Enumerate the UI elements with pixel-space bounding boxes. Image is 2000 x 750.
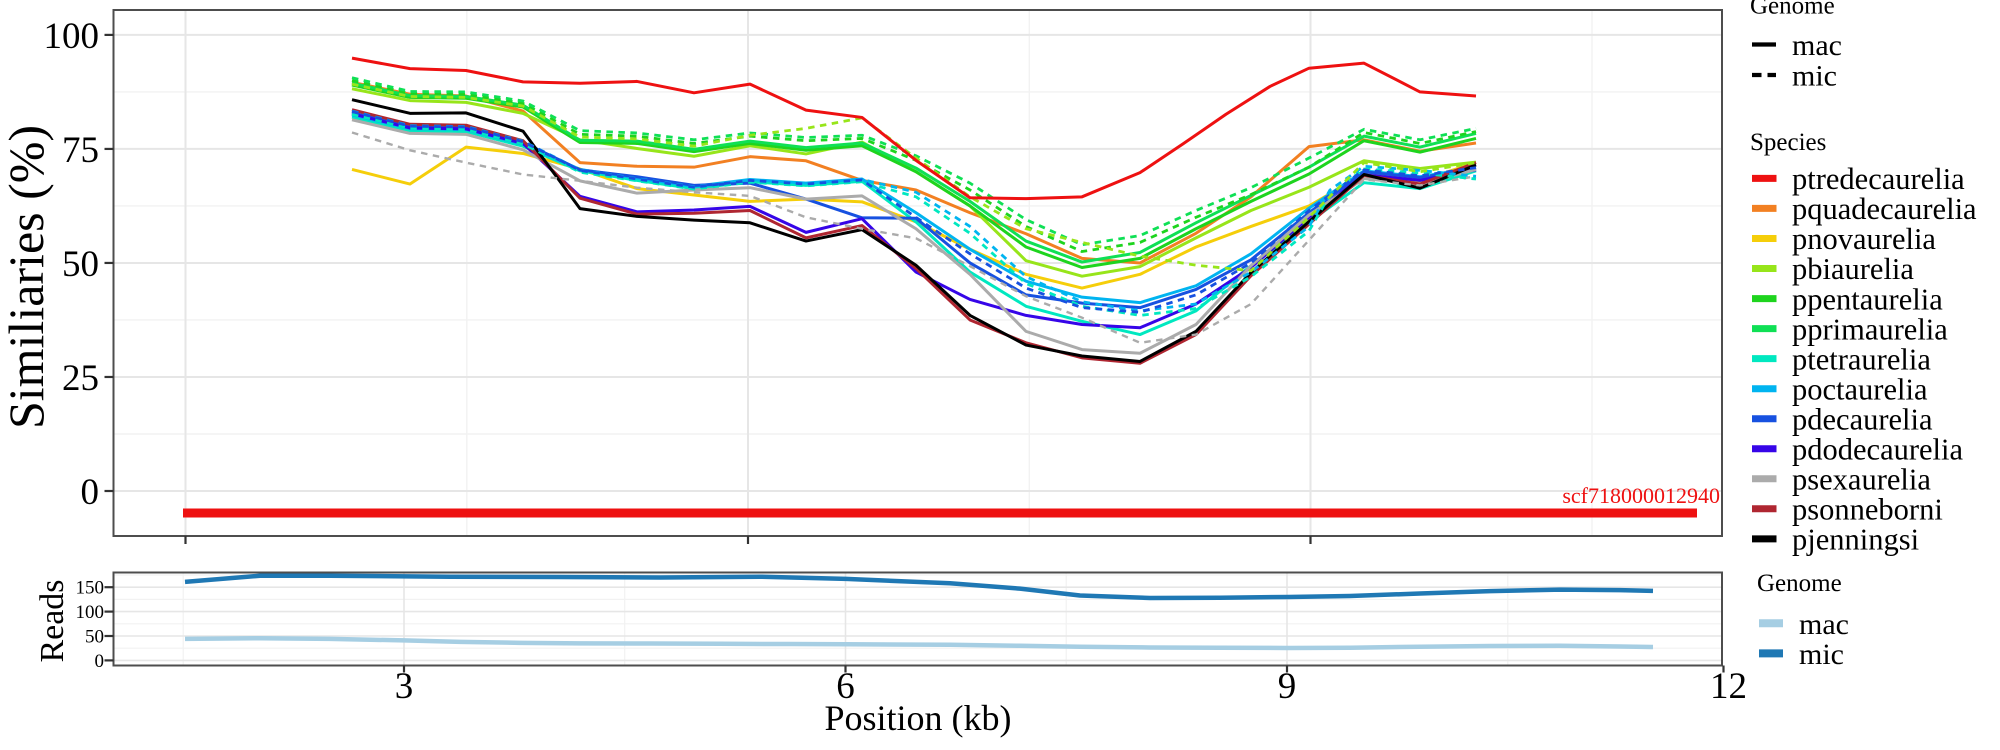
svg-text:Species: Species [1750,129,1826,156]
svg-text:12: 12 [1710,666,1747,707]
svg-text:50: 50 [85,627,104,648]
svg-text:9: 9 [1278,666,1297,707]
svg-text:scf718000012940: scf718000012940 [1562,483,1720,508]
svg-text:Similiaries (%): Similiaries (%) [0,125,54,429]
svg-text:pdodecaurelia: pdodecaurelia [1792,433,1964,467]
svg-text:pnovaurelia: pnovaurelia [1792,222,1936,256]
svg-text:mac: mac [1792,29,1842,62]
svg-text:0: 0 [81,472,100,513]
svg-text:mic: mic [1799,638,1844,671]
svg-text:ptredecaurelia: ptredecaurelia [1792,162,1965,196]
svg-text:Genome: Genome [1750,0,1835,20]
svg-text:poctaurelia: poctaurelia [1792,372,1928,406]
svg-text:100: 100 [44,16,100,57]
svg-text:Reads: Reads [34,579,71,662]
svg-text:100: 100 [76,602,105,623]
svg-text:psonneborni: psonneborni [1792,493,1943,527]
svg-text:3: 3 [395,666,414,707]
svg-text:Position (kb): Position (kb) [824,698,1011,738]
svg-text:pjenningsi: pjenningsi [1792,523,1919,557]
svg-text:pdecaurelia: pdecaurelia [1792,402,1933,436]
svg-text:ptetraurelia: ptetraurelia [1792,342,1931,376]
svg-text:psexaurelia: psexaurelia [1792,463,1931,497]
svg-text:Genome: Genome [1757,570,1842,597]
svg-text:75: 75 [62,130,99,171]
svg-text:pprimaurelia: pprimaurelia [1792,312,1948,346]
svg-text:mac: mac [1799,608,1849,641]
svg-text:25: 25 [62,358,99,399]
svg-text:150: 150 [76,578,105,599]
svg-text:50: 50 [62,244,99,285]
svg-text:ppentaurelia: ppentaurelia [1792,282,1943,316]
svg-text:6: 6 [836,666,855,707]
svg-text:0: 0 [95,651,105,672]
svg-text:mic: mic [1792,60,1837,93]
svg-text:pbiaurelia: pbiaurelia [1792,252,1914,286]
svg-text:pquadecaurelia: pquadecaurelia [1792,192,1977,226]
